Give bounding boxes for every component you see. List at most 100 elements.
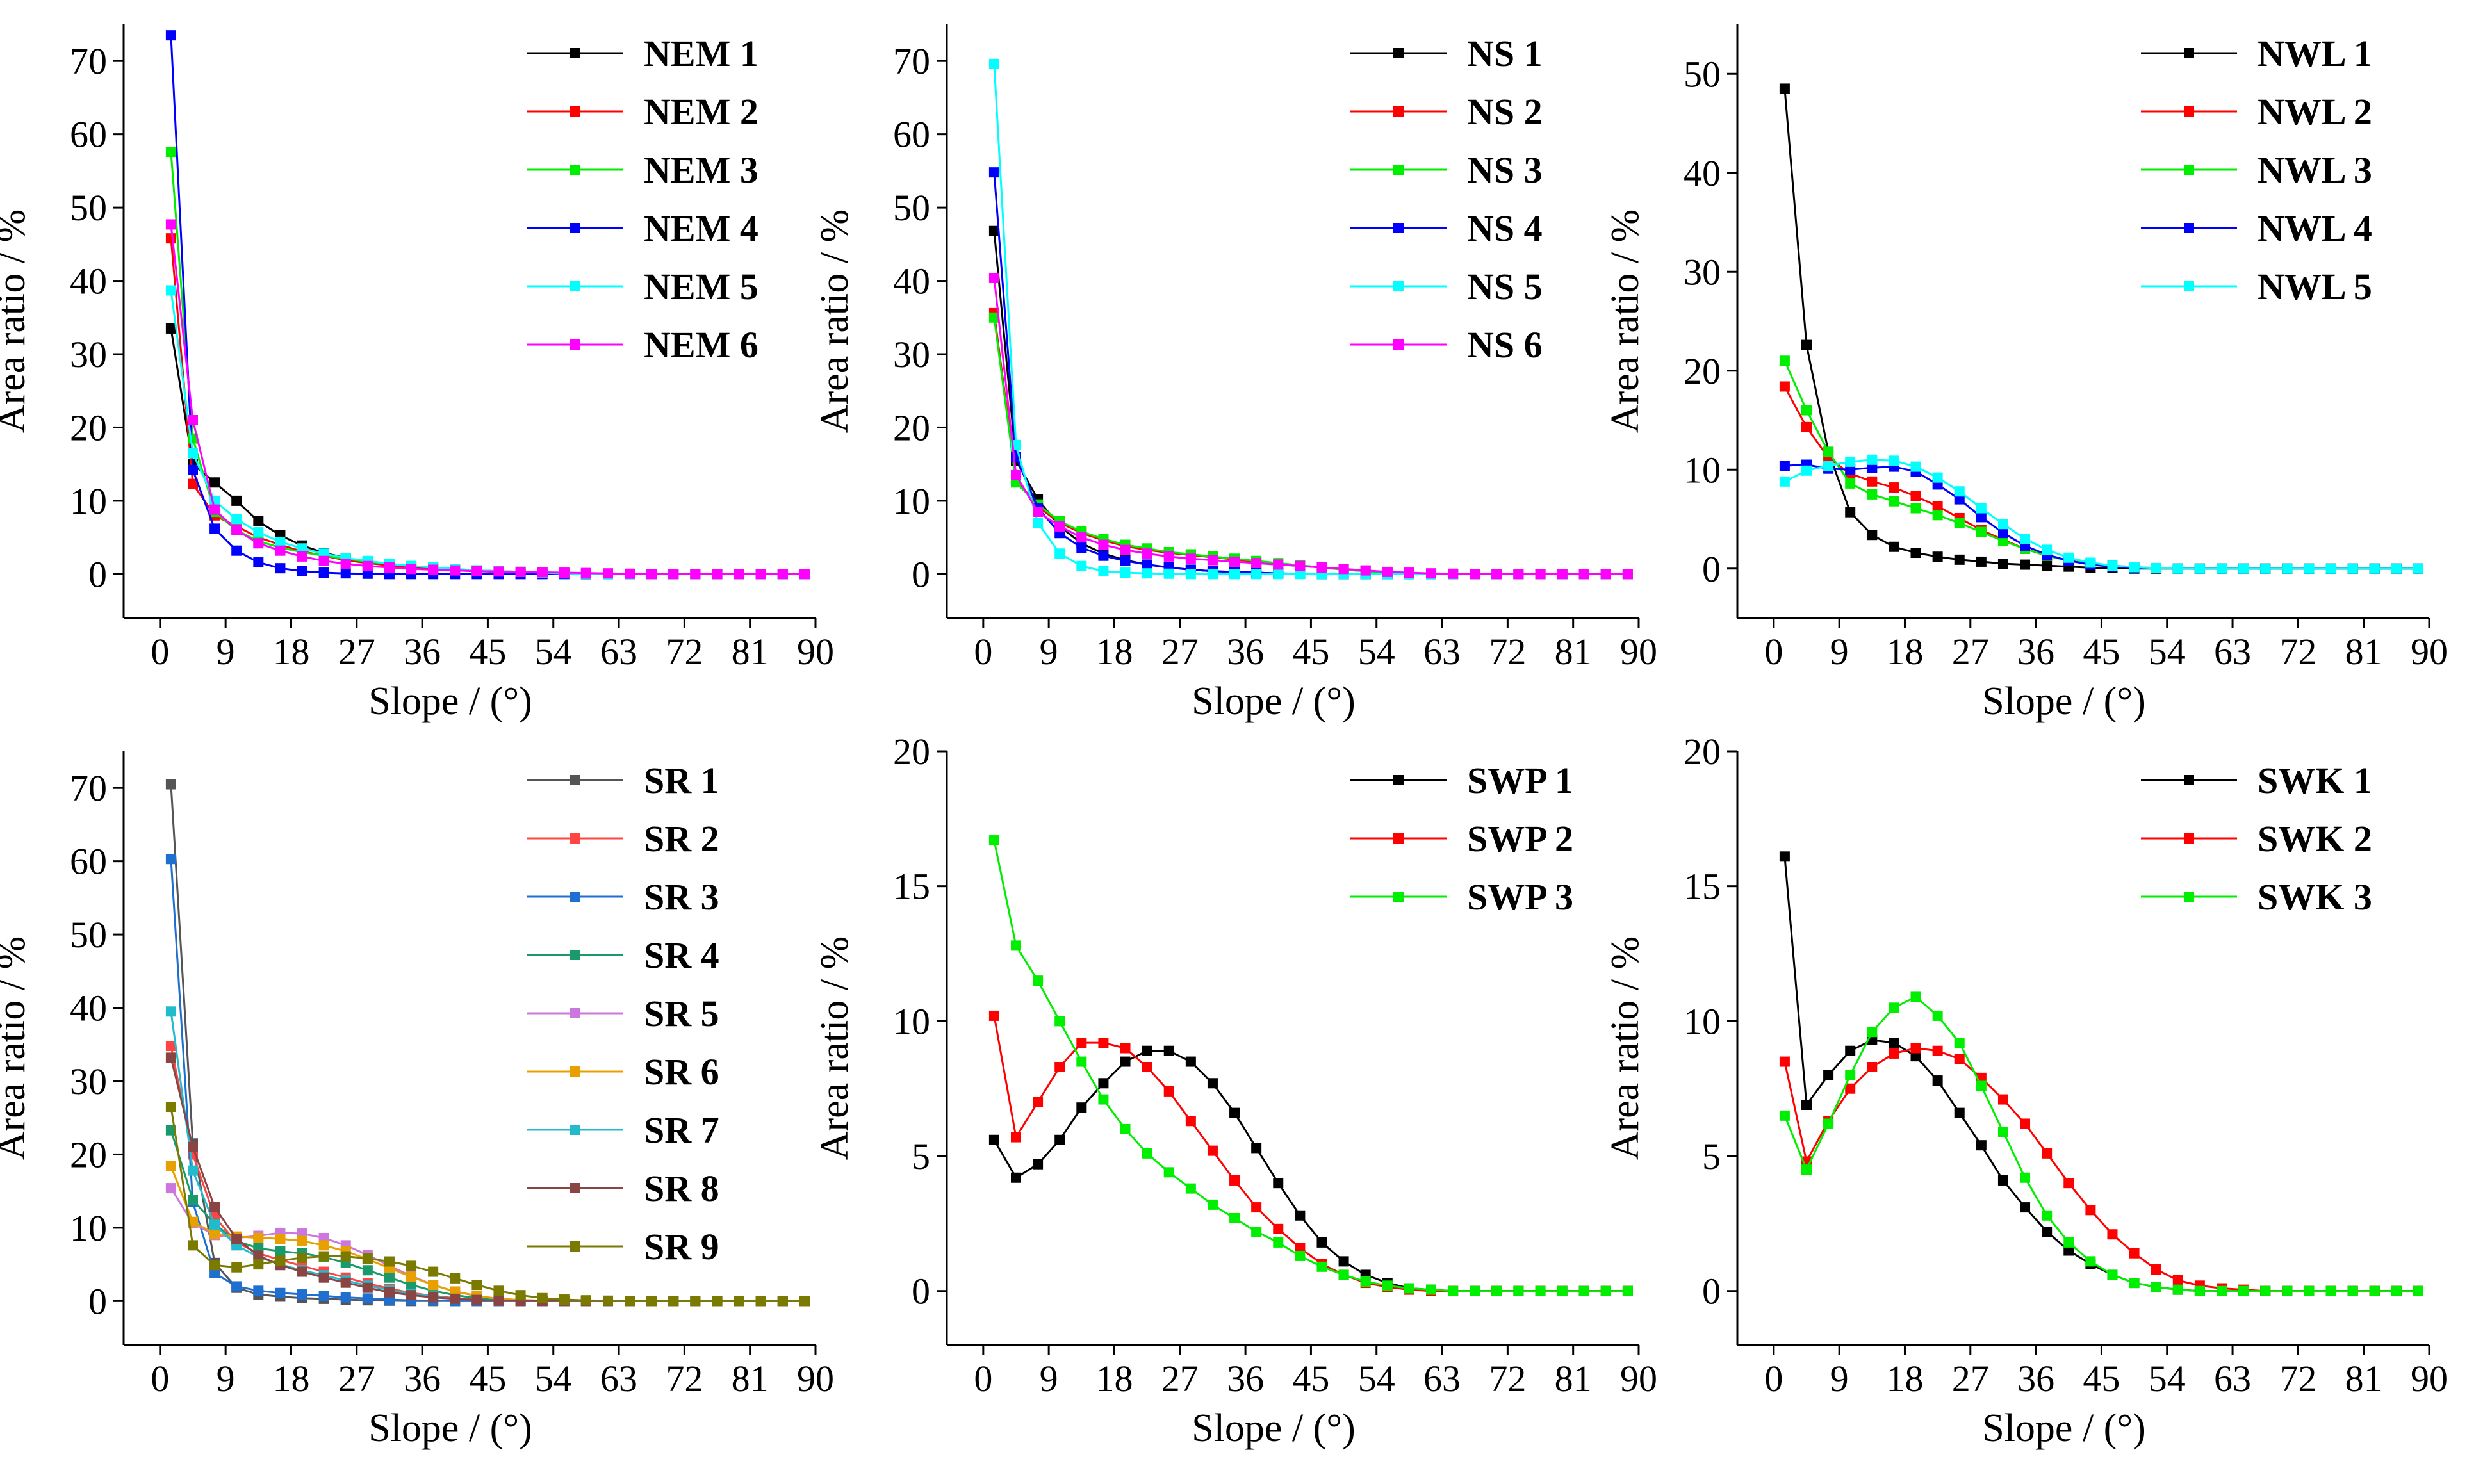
data-point: [1557, 1285, 1568, 1296]
data-point: [188, 448, 198, 459]
data-point: [253, 527, 264, 538]
data-point: [1076, 1038, 1087, 1048]
data-point: [1120, 1056, 1131, 1067]
data-point: [755, 569, 766, 580]
data-point: [1011, 1172, 1021, 1183]
data-point: [1033, 518, 1044, 528]
legend-item-sr-5: SR 5: [527, 993, 719, 1034]
data-point: [450, 1293, 461, 1304]
legend-item-nem-1: NEM 1: [527, 33, 758, 74]
data-point: [1976, 512, 1987, 523]
data-point: [1011, 469, 1021, 480]
x-tick-label: 63: [600, 631, 637, 673]
data-point: [1801, 1099, 1812, 1110]
legend-item-swp-3: SWP 3: [1350, 876, 1573, 918]
x-tick-label: 18: [1095, 631, 1133, 673]
legend-item-ns-5: NS 5: [1350, 266, 1543, 307]
x-tick-label: 45: [469, 631, 506, 673]
data-point: [1470, 569, 1480, 580]
legend-label: SR 6: [644, 1051, 719, 1093]
data-point: [275, 1255, 286, 1266]
x-tick-label: 54: [2149, 1358, 2186, 1399]
legend-marker: [2184, 281, 2194, 291]
legend-label: SR 5: [644, 993, 719, 1034]
data-point: [1954, 494, 1965, 505]
y-tick-label: 40: [893, 261, 930, 302]
data-point: [1076, 1056, 1087, 1067]
legend-label: NEM 1: [644, 33, 758, 74]
data-point: [1295, 560, 1306, 571]
data-point: [988, 272, 999, 283]
data-point: [165, 1102, 176, 1113]
data-point: [340, 1277, 351, 1288]
x-tick-label: 9: [217, 631, 235, 673]
legend-marker: [2184, 106, 2194, 117]
data-point: [1142, 1045, 1152, 1056]
series-sr-9: [165, 1102, 810, 1307]
data-point: [1360, 565, 1371, 576]
series-nwl-5: [1779, 454, 2423, 574]
data-point: [988, 225, 999, 236]
series-swk-1: [1779, 851, 2423, 1296]
data-point: [1120, 544, 1131, 555]
legend-marker: [1393, 775, 1404, 785]
data-point: [1295, 1243, 1306, 1253]
data-point: [1976, 526, 1987, 537]
data-point: [2238, 1285, 2249, 1296]
data-point: [188, 464, 198, 475]
data-point: [668, 569, 679, 580]
y-tick-label: 30: [70, 334, 107, 375]
legend-item-nwl-1: NWL 1: [2141, 33, 2372, 74]
legend-item-ns-3: NS 3: [1350, 149, 1543, 191]
legend-marker: [2184, 223, 2194, 233]
data-point: [209, 1228, 220, 1239]
y-tick-label: 60: [70, 841, 107, 883]
data-point: [603, 568, 613, 579]
data-point: [515, 566, 526, 577]
data-point: [2172, 1284, 2183, 1295]
data-point: [2085, 1256, 2096, 1267]
data-point: [297, 1289, 307, 1300]
data-point: [231, 1262, 242, 1273]
data-point: [755, 1296, 766, 1307]
x-tick-label: 63: [1423, 631, 1461, 673]
data-point: [384, 1256, 395, 1267]
data-point: [1845, 1083, 1856, 1094]
legend-marker: [1393, 106, 1404, 117]
legend-label: SR 9: [644, 1226, 719, 1268]
data-point: [1163, 1045, 1174, 1056]
data-point: [2194, 1285, 2205, 1296]
data-point: [275, 1287, 286, 1298]
data-point: [1316, 1237, 1327, 1248]
data-point: [1076, 560, 1087, 571]
data-point: [1207, 1078, 1218, 1089]
data-point: [165, 1052, 176, 1063]
x-tick-label: 27: [1161, 1358, 1199, 1399]
y-tick-label: 60: [893, 114, 930, 156]
data-point: [165, 1183, 176, 1194]
x-axis-title: Slope / (°): [1982, 1407, 2146, 1450]
data-point: [384, 1287, 395, 1298]
data-point: [1801, 1164, 1812, 1175]
data-point: [340, 1292, 351, 1303]
data-point: [188, 1142, 198, 1152]
legend-marker: [1393, 339, 1404, 350]
x-tick-label: 72: [1489, 631, 1526, 673]
data-point: [988, 1010, 999, 1021]
y-tick-label: 30: [1684, 251, 1721, 293]
data-point: [1163, 1167, 1174, 1178]
legend: NEM 1 NEM 2 NEM 3 NEM 4 NEM 5 NEM 6: [527, 33, 758, 366]
data-point: [537, 567, 548, 578]
data-point: [1976, 556, 1987, 567]
y-axis-title: Area ratio / %: [0, 209, 33, 433]
x-tick-label: 63: [1423, 1358, 1461, 1399]
data-point: [1295, 1210, 1306, 1221]
data-point: [1976, 1140, 1987, 1151]
data-point: [1954, 1038, 1965, 1048]
data-point: [297, 551, 307, 562]
data-point: [275, 1234, 286, 1244]
x-tick-label: 0: [151, 631, 169, 673]
data-point: [1779, 355, 1790, 366]
series-line: [1783, 386, 2418, 570]
legend-label: SWK 1: [2258, 760, 2372, 801]
